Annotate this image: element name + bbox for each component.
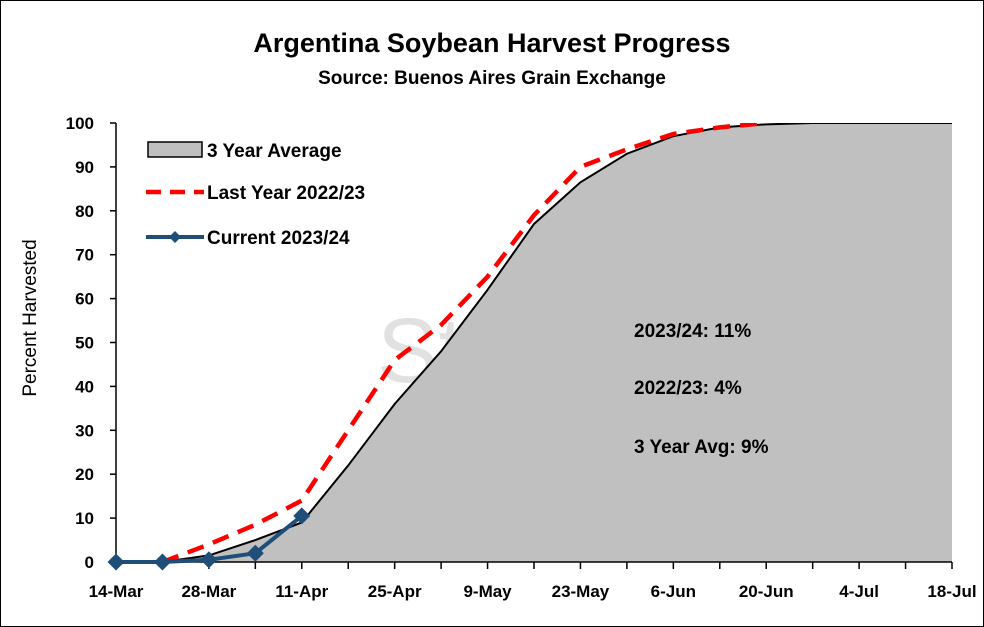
line-3yr-avg (116, 123, 952, 563)
marker-current-3 (246, 544, 264, 562)
marker-current-4 (293, 507, 311, 525)
chart-subtitle: Source: Buenos Aires Grain Exchange (318, 68, 666, 89)
legend-label-last-year: Last Year 2022/23 (207, 183, 365, 204)
chart-title: Argentina Soybean Harvest Progress (253, 28, 731, 58)
annotation-current: 2023/24: 11% (634, 321, 751, 342)
y-tick-label-70: 70 (75, 246, 94, 265)
y-tick-label-80: 80 (75, 202, 94, 221)
y-tick-label-50: 50 (75, 334, 94, 353)
marker-current-0 (107, 553, 125, 571)
x-tick-label-1: 28-Mar (181, 582, 236, 601)
y-tick-label-60: 60 (75, 290, 94, 309)
legend-label-3yr-avg: 3 Year Average (207, 141, 342, 162)
marker-current-2 (200, 551, 218, 569)
y-tick-label-10: 10 (75, 509, 94, 528)
x-tick-label-0: 14-Mar (89, 582, 144, 601)
annotation-3yr-avg: 3 Year Avg: 9% (634, 437, 769, 458)
y-tick-label-90: 90 (75, 158, 94, 177)
marker-current-1 (153, 553, 171, 571)
y-tick-label-20: 20 (75, 465, 94, 484)
x-tick-label-9: 18-Jul (927, 582, 976, 601)
line-last-year (161, 123, 767, 563)
y-axis-title: Percent Harvested (20, 239, 41, 396)
legend: 3 Year Average Last Year 2022/23 Current… (146, 141, 365, 249)
legend-label-current: Current 2023/24 (207, 228, 350, 249)
y-tick-label-40: 40 (75, 377, 94, 396)
area-3yr-avg (116, 123, 952, 562)
x-tick-label-5: 23-May (552, 582, 610, 601)
y-tick-label-0: 0 (85, 553, 94, 572)
x-tick-label-7: 20-Jun (739, 582, 794, 601)
annotation-last-year: 2022/23: 4% (634, 378, 742, 399)
x-tick-label-3: 25-Apr (368, 582, 422, 601)
x-tick-label-4: 9-May (463, 582, 512, 601)
x-tick-label-8: 4-Jul (839, 582, 879, 601)
x-tick-label-2: 11-Apr (275, 582, 328, 601)
legend-swatch-3yr-avg (147, 141, 203, 158)
y-tick-label-30: 30 (75, 421, 94, 440)
x-tick-label-6: 6-Jun (651, 582, 696, 601)
legend-marker-current (169, 231, 181, 243)
y-tick-label-100: 100 (66, 114, 94, 133)
